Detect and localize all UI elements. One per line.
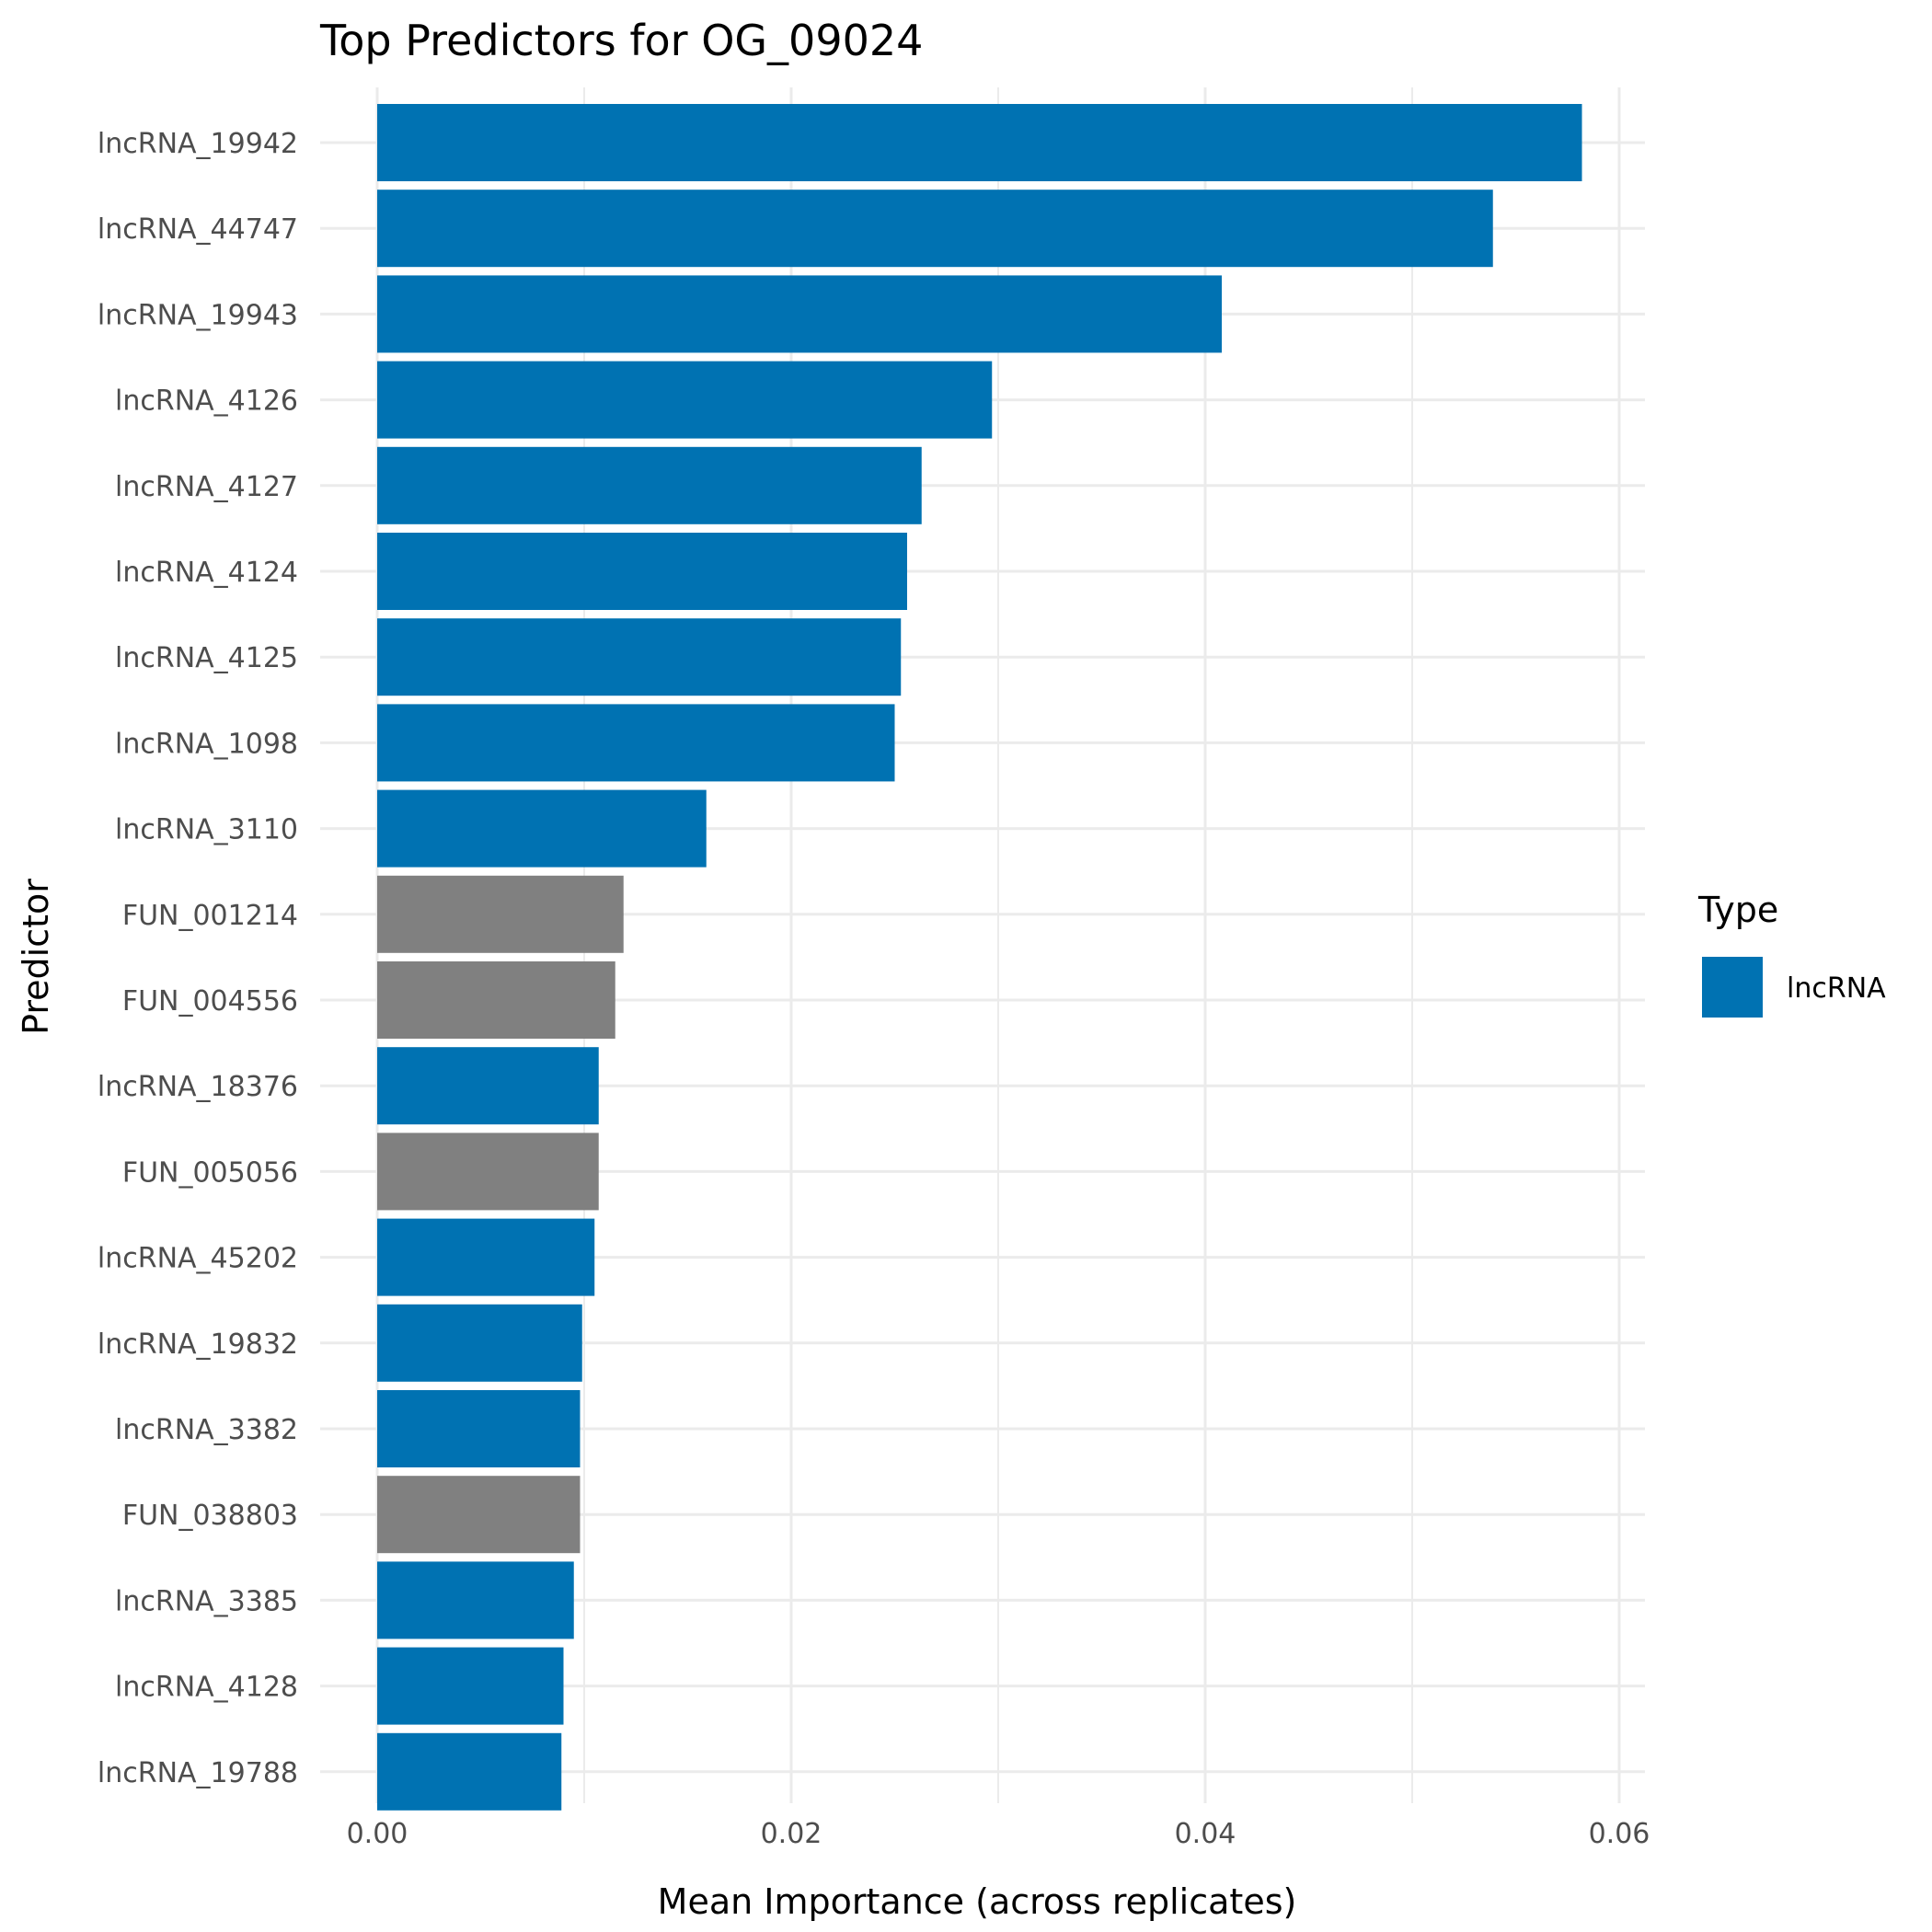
bar-lncRNA_18376 [377, 1047, 599, 1125]
bar-lncRNA_44747 [377, 190, 1493, 268]
x-tick-label: 0.00 [347, 1818, 408, 1850]
y-tick-label: lncRNA_4124 [115, 557, 298, 589]
bar-lncRNA_4126 [377, 361, 993, 439]
y-tick-label: lncRNA_19943 [98, 299, 298, 331]
bar-lncRNA_3385 [377, 1561, 574, 1639]
bar-lncRNA_45202 [377, 1218, 595, 1296]
x-axis-tick-labels: 0.00 0.02 0.04 0.06 [347, 1818, 1650, 1850]
legend: Type lncRNA [1697, 890, 1886, 1018]
bar-FUN_004556 [377, 961, 615, 1039]
y-tick-label: lncRNA_19942 [98, 128, 298, 160]
y-tick-label: lncRNA_19832 [98, 1328, 298, 1361]
y-tick-label: FUN_001214 [122, 900, 298, 932]
bar-FUN_038803 [377, 1476, 581, 1554]
bar-lncRNA_1098 [377, 704, 895, 782]
bar-FUN_005056 [377, 1133, 599, 1211]
bar-lncRNA_19832 [377, 1304, 582, 1382]
bar-lncRNA_4124 [377, 533, 907, 610]
y-tick-label: FUN_005056 [122, 1156, 298, 1189]
y-tick-label: lncRNA_4125 [115, 642, 298, 674]
bar-FUN_001214 [377, 875, 624, 953]
bar-lncRNA_4125 [377, 618, 902, 696]
bar-lncRNA_19942 [377, 104, 1582, 181]
bar-lncRNA_19943 [377, 275, 1222, 353]
y-tick-label: FUN_038803 [122, 1500, 298, 1532]
y-tick-label: lncRNA_3385 [115, 1585, 298, 1617]
y-tick-label: lncRNA_1098 [115, 728, 298, 760]
x-tick-label: 0.02 [761, 1818, 822, 1850]
bar-lncRNA_19788 [377, 1732, 562, 1811]
x-tick-label: 0.04 [1175, 1818, 1236, 1850]
y-tick-label: FUN_004556 [122, 985, 298, 1018]
x-axis-title: Mean Importance (across replicates) [658, 1881, 1297, 1922]
bars [377, 104, 1582, 1811]
bar-lncRNA_3110 [377, 789, 707, 868]
y-tick-label: lncRNA_44747 [98, 213, 298, 246]
y-axis-tick-labels: lncRNA_19942 lncRNA_44747 lncRNA_19943 lncR… [98, 128, 298, 1789]
y-tick-label: lncRNA_4127 [115, 471, 298, 503]
y-tick-label: lncRNA_45202 [98, 1243, 298, 1275]
legend-key [1702, 957, 1763, 1018]
bar-lncRNA_4127 [377, 446, 922, 524]
y-tick-label: lncRNA_3110 [115, 814, 298, 846]
y-tick-label: lncRNA_18376 [98, 1071, 298, 1103]
x-tick-label: 0.06 [1589, 1818, 1650, 1850]
y-axis-title: Predictor [16, 879, 56, 1035]
bar-lncRNA_4128 [377, 1647, 564, 1725]
y-tick-label: lncRNA_19788 [98, 1757, 298, 1789]
y-tick-label: lncRNA_4128 [115, 1672, 298, 1704]
y-tick-label: lncRNA_3382 [115, 1414, 298, 1446]
chart-title: Top Predictors for OG_09024 [319, 16, 923, 65]
bar-lncRNA_3382 [377, 1390, 581, 1467]
legend-title: Type [1697, 890, 1778, 930]
legend-label: lncRNA [1787, 972, 1886, 1005]
y-tick-label: lncRNA_4126 [115, 385, 298, 418]
